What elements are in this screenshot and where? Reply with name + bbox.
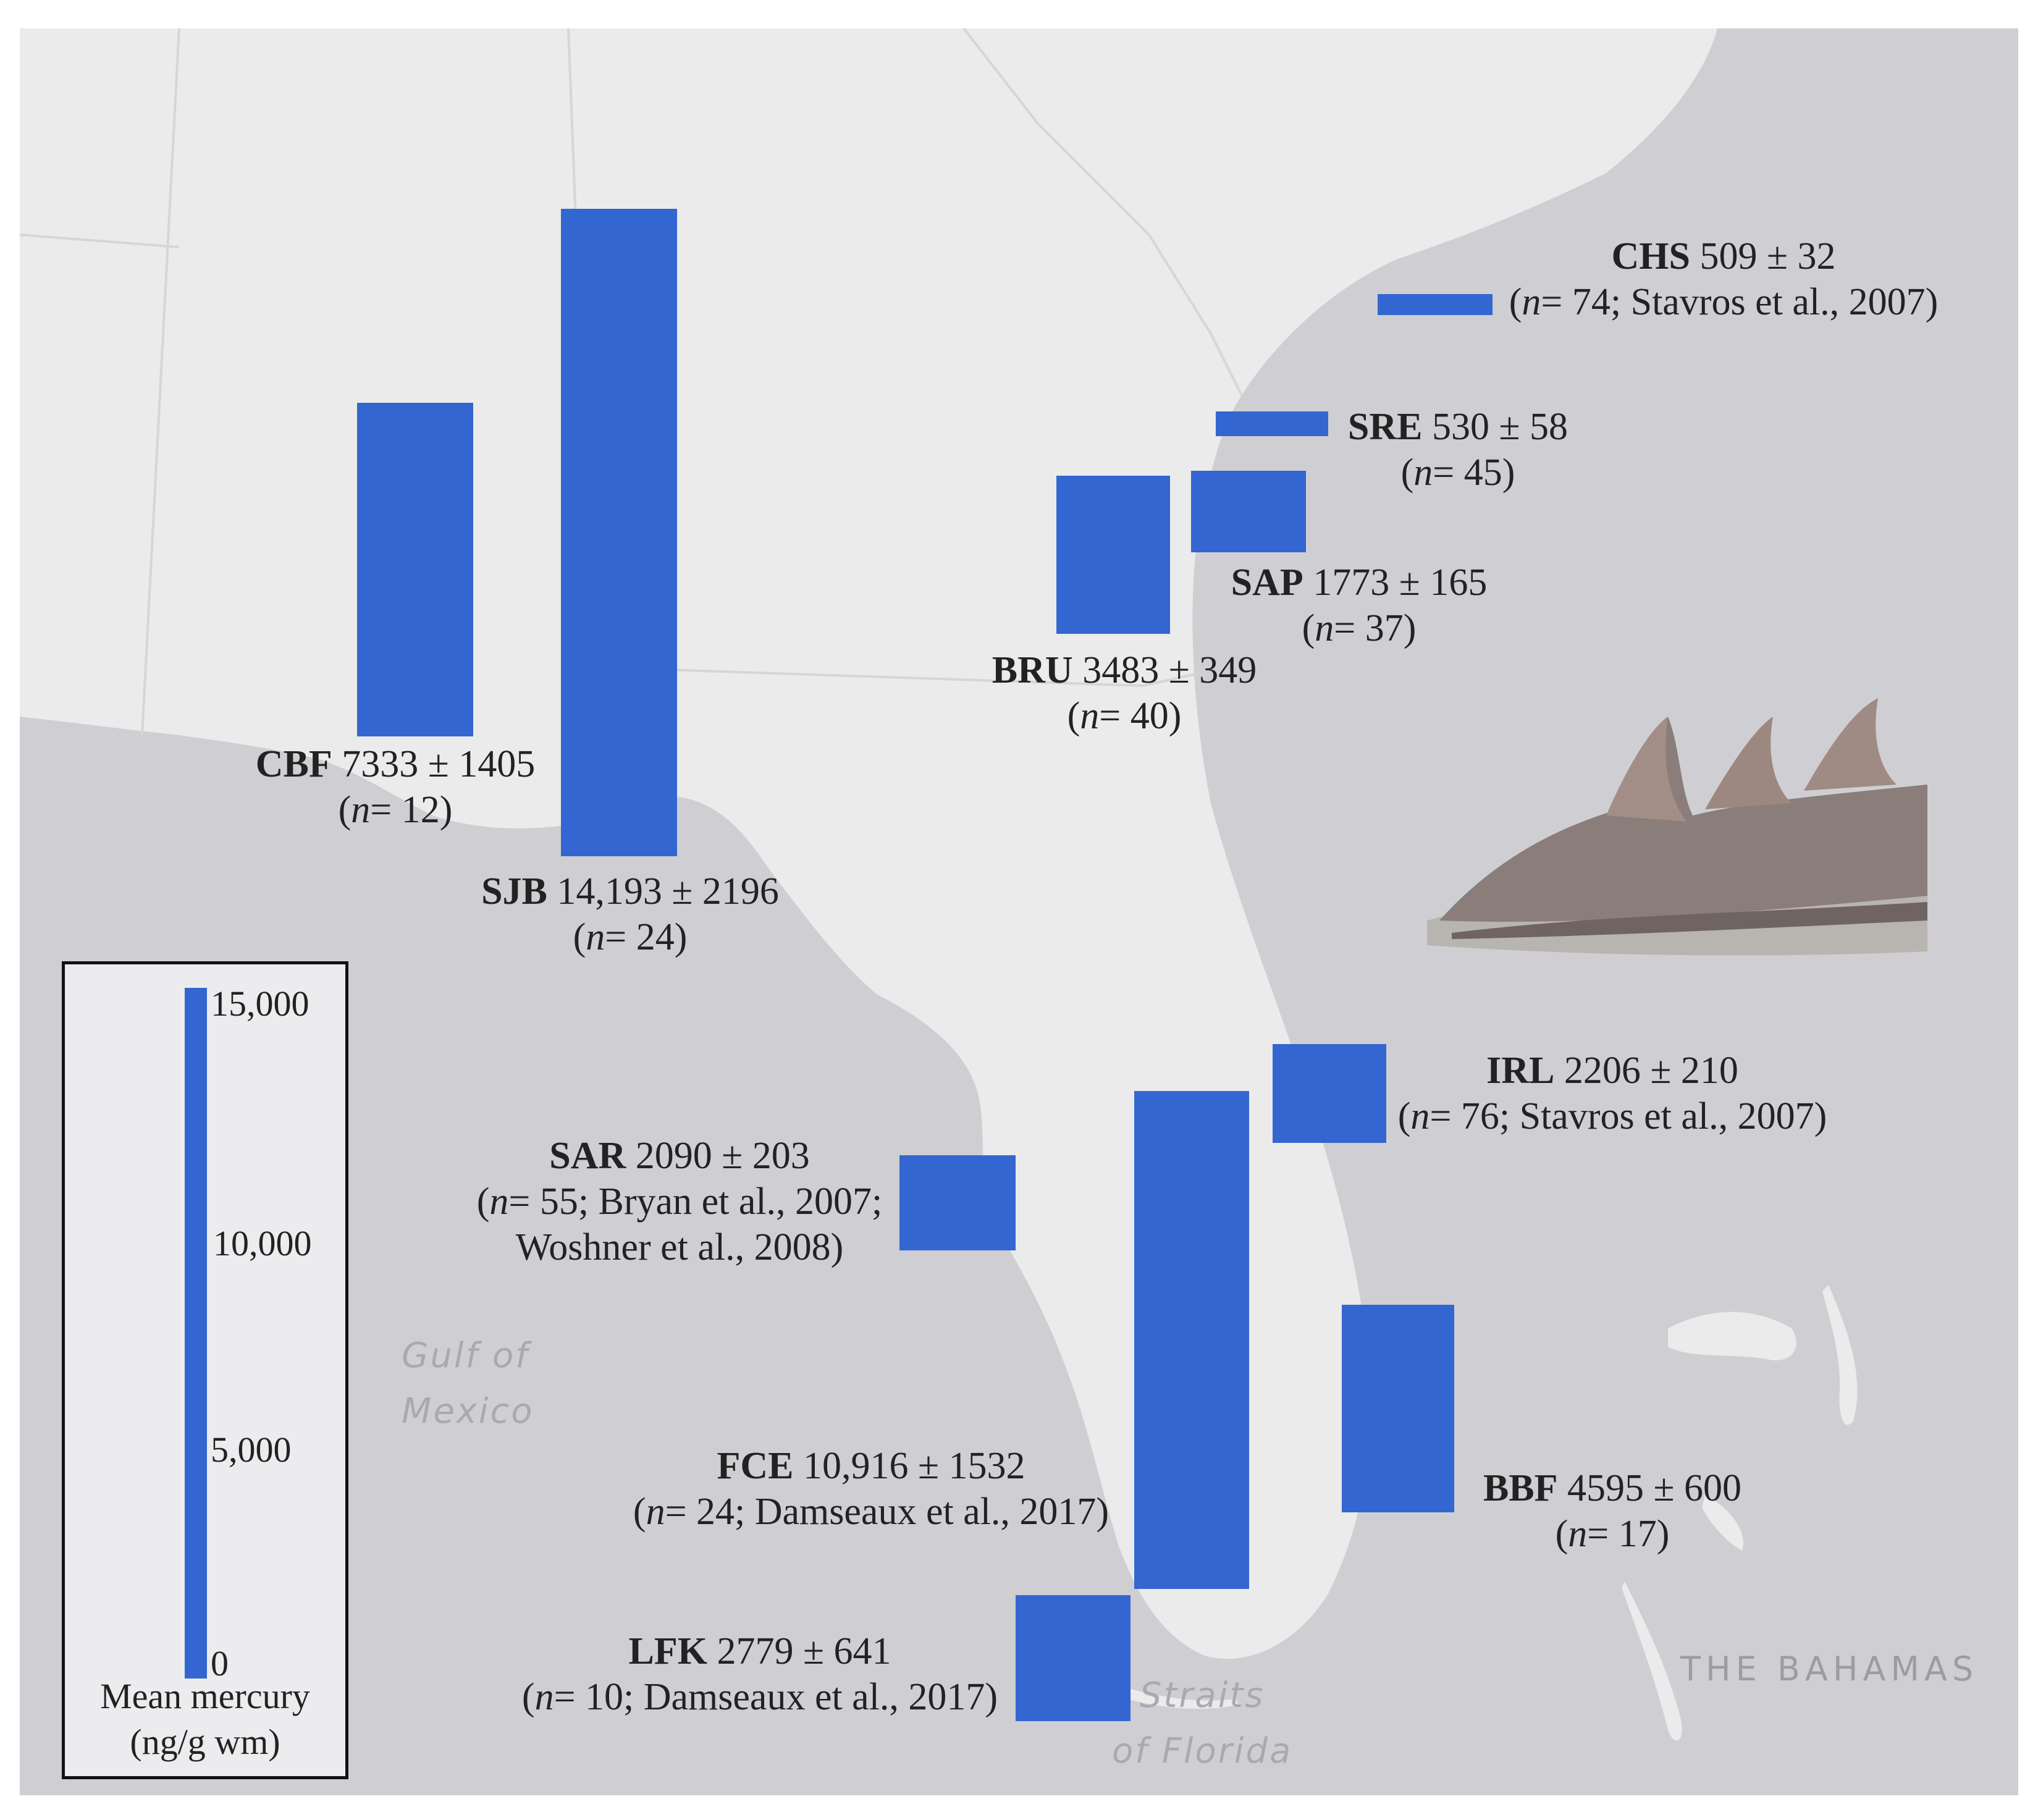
site-n: 10 [585,1676,624,1718]
site-label-IRL: IRL 2206 ± 210 (n= 76; Stavros et al., 2… [1397,1050,1827,1137]
site-n: 24 [636,916,675,958]
legend-title: Mean mercury (ng/g wm) [65,1674,345,1765]
site-ref: ; Stavros et al., 2007) [1610,281,1939,323]
site-ref-line2: Woshner et al., 2008) [515,1226,844,1268]
bar-SAR [899,1155,1016,1250]
site-code: BRU [992,649,1073,691]
site-label-BBF: BBF 4595 ± 600 (n= 17) [1483,1467,1742,1555]
site-code: IRL [1486,1050,1555,1092]
site-value: 4595 ± 600 [1567,1467,1742,1509]
legend-tick-5000: 5,000 [211,1430,292,1470]
legend-tick-0: 0 [211,1643,229,1683]
bar-CBF [357,403,473,736]
gulf-label-line1: Gulf of [402,1336,529,1376]
bar-SRE [1216,411,1328,436]
site-value: 2090 ± 203 [635,1135,810,1177]
bahamas-label: THE BAHAMAS [1680,1649,1979,1688]
site-n: 17 [1618,1513,1657,1555]
site-n: 24 [696,1491,735,1533]
legend-scale-bar [185,988,207,1679]
gulf-of-mexico-label: Gulf of Mexico [402,1328,534,1439]
site-value: 2779 ± 641 [717,1630,891,1672]
site-label-FCE: FCE 10,916 ± 1532 (n= 24; Damseaux et al… [633,1445,1110,1533]
site-ref: ; Stavros et al., 2007) [1499,1095,1827,1137]
site-code: SAP [1231,562,1303,604]
site-code: SAR [549,1135,626,1177]
site-label-SRE: SRE 530 ± 58 (n= 45) [1347,406,1569,494]
bar-BBF [1342,1305,1454,1512]
bar-SAP [1191,471,1306,552]
site-code: FCE [717,1445,794,1487]
bar-LFK [1016,1595,1131,1721]
site-label-SAP: SAP 1773 ± 165 (n= 37) [1231,562,1488,649]
legend-title-line1: Mean mercury [100,1676,310,1716]
site-n: 55 [539,1181,578,1223]
site-n: 45 [1463,452,1502,494]
straits-of-florida-label: Straits of Florida [1112,1668,1292,1779]
site-code: CBF [255,743,332,785]
gulf-label-line2: Mexico [402,1391,534,1431]
bar-BRU [1056,476,1170,634]
site-label-SJB: SJB 14,193 ± 2196 (n= 24) [481,870,779,958]
legend: 15,000 10,000 5,000 0 Mean mercury (ng/g… [62,961,348,1779]
land-bahamas [1668,1312,1796,1360]
bar-CHS [1378,294,1493,315]
land-keys [1097,1680,1239,1709]
site-label-CBF: CBF 7333 ± 1405 (n= 12) [255,743,536,831]
site-n: 12 [401,789,440,831]
straits-label-line1: Straits [1139,1675,1265,1716]
bar-SJB [561,209,677,856]
site-code: SRE [1347,406,1423,448]
site-code: CHS [1611,235,1690,277]
site-n: 40 [1130,695,1169,737]
legend-tick-15000: 15,000 [211,984,309,1024]
site-label-BRU: BRU 3483 ± 349 (n= 40) [992,649,1257,737]
site-ref: ; Damseaux et al., 2017) [735,1491,1110,1533]
site-value: 509 ± 32 [1699,235,1836,277]
site-value: 14,193 ± 2196 [557,870,779,912]
site-value: 2206 ± 210 [1564,1050,1738,1092]
legend-tick-10000: 10,000 [213,1223,312,1263]
site-value: 3483 ± 349 [1082,649,1257,691]
site-label-CHS: CHS 509 ± 32 (n= 74; Stavros et al., 200… [1509,235,1939,323]
site-value: 1773 ± 165 [1313,562,1488,604]
site-ref: ; Bryan et al., 2007; [578,1181,883,1223]
site-code: LFK [628,1630,707,1672]
site-value: 10,916 ± 1532 [802,1445,1025,1487]
dolphin-fins-illustration [1427,698,1927,956]
site-n: 37 [1365,607,1404,649]
site-value: 7333 ± 1405 [342,743,536,785]
legend-title-line2: (ng/g wm) [130,1722,280,1762]
site-n: 74 [1572,281,1611,323]
site-label-LFK: LFK 2779 ± 641 (n= 10; Damseaux et al., … [521,1630,998,1718]
site-value: 530 ± 58 [1432,406,1569,448]
site-n: 76 [1460,1095,1499,1137]
site-label-SAR: SAR 2090 ± 203 (n= 55; Bryan et al., 200… [469,1133,890,1270]
straits-label-line2: of Florida [1112,1731,1293,1771]
site-code: SJB [481,870,547,912]
site-ref: ; Damseaux et al., 2017) [623,1676,998,1718]
bar-IRL [1273,1044,1386,1143]
site-code: BBF [1483,1467,1558,1509]
bar-FCE [1134,1091,1249,1589]
